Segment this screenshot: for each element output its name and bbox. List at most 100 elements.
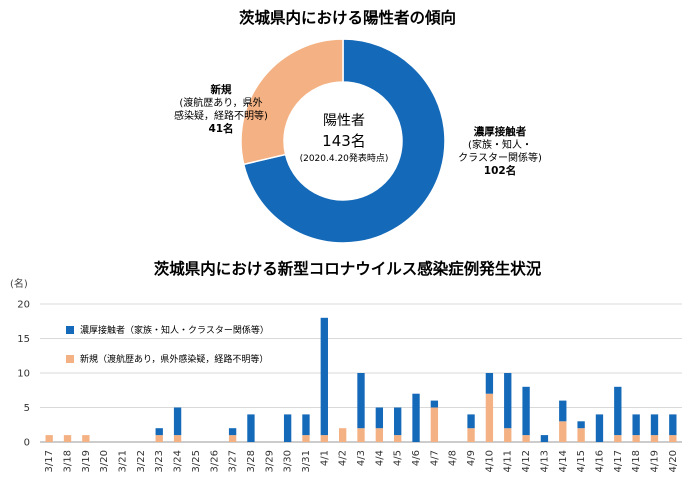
x-tick-label: 4/2 (338, 450, 349, 466)
bar-close-contact (559, 400, 567, 422)
donut-slice-close-contact (242, 38, 446, 244)
x-tick-label: 3/26 (209, 450, 220, 472)
x-tick-label: 4/16 (594, 450, 605, 472)
bar-new-cases (320, 435, 328, 442)
bar-new-cases (82, 435, 90, 442)
y-tick-label: 10 (17, 369, 30, 380)
bar-close-contact (375, 407, 384, 429)
bar-new-cases (63, 435, 72, 442)
bar-close-contact (467, 414, 475, 429)
bar-close-contact (302, 414, 310, 436)
bar-close-contact (394, 407, 402, 436)
donut-center-date: (2020.4.20発表時点) (299, 154, 389, 164)
bar-new-cases (394, 435, 402, 442)
x-tick-label: 3/27 (228, 450, 239, 472)
x-tick-label: 4/5 (393, 450, 404, 466)
close-contact-detail-2: クラスター関係等) (458, 153, 542, 164)
bar-new-cases (228, 435, 237, 442)
close-contact-label: 濃厚接触者 (家族・知人・ クラスター関係等) 102名 (444, 126, 556, 178)
x-tick-label: 4/18 (631, 450, 642, 472)
x-tick-label: 3/28 (246, 450, 257, 472)
x-tick-label: 3/19 (81, 450, 92, 472)
bar-new-cases (375, 428, 384, 442)
bar-new-cases (430, 407, 439, 442)
bar-new-cases (173, 435, 182, 442)
close-contact-name: 濃厚接触者 (473, 126, 527, 138)
x-tick-label: 3/29 (264, 450, 275, 472)
bar-new-cases (357, 428, 365, 442)
bar-close-contact (504, 373, 512, 429)
bar-new-cases (614, 435, 622, 442)
x-tick-label: 3/17 (44, 450, 55, 472)
x-tick-label: 3/25 (191, 450, 202, 472)
bar-close-contact (357, 373, 365, 429)
bar-new-cases (504, 428, 512, 442)
bar-new-cases (577, 428, 585, 442)
bar-close-contact (430, 400, 439, 408)
donut-center-label: 陽性者 (323, 113, 365, 129)
bar-close-contact (669, 414, 677, 436)
new-cases-detail-1: (渡航歴あり，県外 (179, 98, 263, 109)
bar-chart: (名) 0 5 10 15 20 3/17 3/18 3/19 3/20 3/21 3/22 3/23 3… (10, 277, 682, 472)
legend-item-close-contact: 濃厚接触者（家族・知人・クラスター関係等） (66, 323, 269, 336)
bar-close-contact (485, 373, 494, 394)
x-tick-label: 4/20 (668, 450, 679, 472)
x-tick-label: 3/31 (301, 450, 312, 472)
x-tick-label: 4/4 (374, 450, 385, 466)
x-tick-label: 3/24 (173, 450, 184, 472)
bar-close-contact (228, 428, 237, 436)
x-tick-label: 4/17 (613, 450, 624, 472)
donut-chart-title: 茨城県内における陽性者の傾向 (238, 9, 456, 27)
x-tick-label: 4/10 (484, 450, 495, 472)
bar-new-cases (632, 435, 640, 442)
x-tick-label: 4/15 (576, 450, 587, 472)
bar-new-cases (155, 435, 163, 442)
bar-close-contact (283, 414, 292, 442)
new-cases-detail-2: 感染疑，経路不明等) (174, 111, 268, 122)
bar-close-contact (247, 414, 255, 442)
bar-close-contact (540, 435, 549, 442)
legend-swatch-new-cases (66, 354, 74, 363)
x-tick-label: 4/9 (466, 450, 477, 466)
legend-swatch-close-contact (66, 325, 74, 334)
donut-center-total: 143名 (322, 132, 366, 150)
bar-close-contact (632, 414, 640, 436)
bar-new-cases (485, 393, 494, 442)
bar-legend: 濃厚接触者（家族・知人・クラスター関係等） 新規（渡航歴あり，県外感染疑，経路不… (66, 323, 269, 365)
bar-new-cases (467, 428, 475, 442)
x-tick-label: 4/1 (319, 450, 330, 466)
bar-close-contact (650, 414, 659, 436)
donut-slice-new-cases (240, 38, 344, 166)
x-tick-label: 3/22 (136, 450, 147, 472)
y-axis-label: (名) (10, 277, 28, 290)
x-tick-label: 3/20 (99, 450, 110, 472)
bar-new-cases (650, 435, 659, 442)
x-tick-label: 4/13 (539, 450, 550, 472)
new-cases-name: 新規 (210, 84, 232, 96)
bar-close-contact (522, 386, 530, 436)
bar-close-contact (155, 428, 163, 436)
bar-close-contact (173, 407, 182, 436)
x-tick-label: 4/12 (521, 450, 532, 472)
close-contact-detail-1: (家族・知人・ (468, 140, 532, 151)
bar-new-cases (669, 435, 677, 442)
x-tick-label: 3/18 (63, 450, 74, 472)
x-tick-label: 3/21 (118, 450, 129, 472)
bar-close-contact (577, 421, 585, 429)
x-tick-label: 3/23 (154, 450, 165, 472)
bar-close-contact (614, 386, 622, 436)
close-contact-count: 102名 (483, 165, 517, 177)
new-cases-count: 41名 (208, 123, 234, 135)
x-tick-label: 4/19 (649, 450, 660, 472)
bar-close-contact (412, 393, 420, 442)
donut-center: 陽性者 143名 (2020.4.20発表時点) (294, 110, 394, 164)
x-tick-label: 4/3 (356, 450, 367, 466)
bar-new-cases (302, 435, 310, 442)
x-tick-label: 4/7 (429, 450, 440, 466)
bar-new-cases (338, 428, 347, 442)
new-cases-label: 新規 (渡航歴あり，県外 感染疑，経路不明等) 41名 (160, 84, 282, 136)
x-tick-label: 4/14 (558, 450, 569, 472)
y-tick-label: 20 (17, 300, 30, 311)
bar-new-cases (45, 435, 53, 442)
